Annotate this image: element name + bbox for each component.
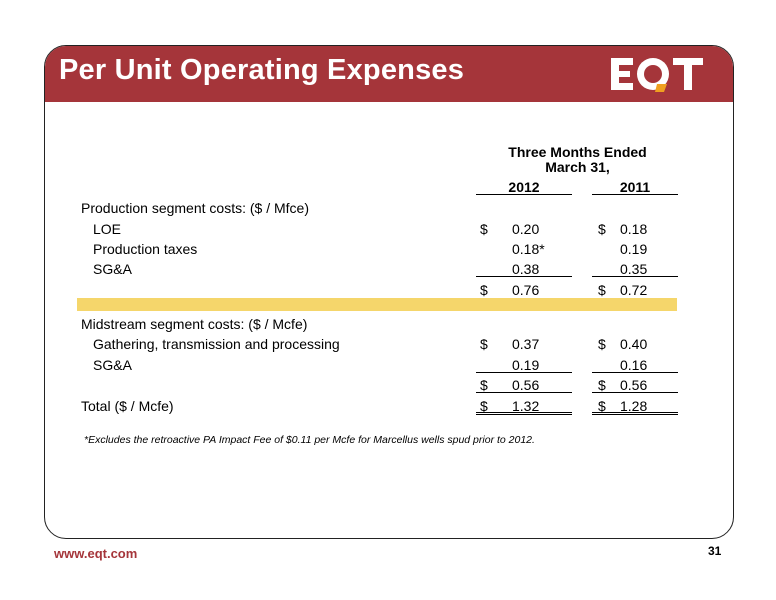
total-rule-2012: [476, 392, 572, 393]
dollar-sign: $: [480, 282, 488, 298]
dollar-sign: $: [480, 221, 488, 237]
sga-production-2012: 0.38: [512, 261, 540, 277]
title-banner: Per Unit Operating Expenses: [45, 46, 733, 102]
loe-label: LOE: [93, 221, 122, 237]
col-header-2012: 2012: [508, 179, 540, 195]
production-total-2011: 0.72: [620, 282, 648, 298]
grand-total-2012: 1.32: [512, 398, 540, 414]
total-rule-2011: [592, 392, 678, 393]
production-taxes-label: Production taxes: [93, 241, 198, 257]
double-rule-2012: [476, 412, 572, 415]
grand-total-2011: 1.28: [620, 398, 648, 414]
production-segment-label: Production segment costs: ($ / Mfce): [81, 200, 309, 216]
subtotal-rule-2012: [476, 276, 572, 277]
page-number: 31: [708, 544, 722, 558]
sga-production-label: SG&A: [93, 261, 132, 277]
dollar-sign: $: [480, 398, 488, 414]
dollar-sign: $: [598, 336, 606, 352]
production-taxes-2012: 0.18*: [512, 241, 545, 257]
sga-midstream-label: SG&A: [93, 357, 132, 373]
dollar-sign: $: [480, 377, 488, 393]
dollar-sign: $: [598, 282, 606, 298]
total-label: Total ($ / Mcfe): [81, 398, 174, 414]
midstream-segment-label: Midstream segment costs: ($ / Mcfe): [81, 316, 308, 332]
midstream-total-2011: 0.56: [620, 377, 648, 393]
dollar-sign: $: [598, 377, 606, 393]
gathering-2012: 0.37: [512, 336, 540, 352]
subtotal-rule-2012: [476, 372, 572, 373]
subtotal-rule-2011: [592, 276, 678, 277]
slide-frame: Per Unit Operating Expenses: [44, 45, 734, 539]
gathering-label: Gathering, transmission and processing: [93, 336, 340, 352]
dollar-sign: $: [598, 221, 606, 237]
double-rule-2011: [592, 412, 678, 415]
dollar-sign: $: [480, 336, 488, 352]
sga-midstream-2012: 0.19: [512, 357, 540, 373]
footer-website-link[interactable]: www.eqt.com: [54, 546, 138, 561]
midstream-total-2012: 0.56: [512, 377, 540, 393]
loe-2012: 0.20: [512, 221, 540, 237]
subtotal-rule-2011: [592, 372, 678, 373]
header-march-31: March 31,: [545, 159, 610, 175]
sga-production-2011: 0.35: [620, 261, 648, 277]
header-underline-2012: [476, 194, 572, 195]
col-header-2011: 2011: [619, 179, 651, 195]
production-total-2012: 0.76: [512, 282, 540, 298]
footnote: *Excludes the retroactive PA Impact Fee …: [84, 434, 535, 446]
page-title: Per Unit Operating Expenses: [59, 54, 465, 86]
header-three-months: Three Months Ended: [508, 144, 647, 160]
sga-midstream-2011: 0.16: [620, 357, 648, 373]
header-underline-2011: [592, 194, 678, 195]
loe-2011: 0.18: [620, 221, 648, 237]
eqt-logo: [611, 58, 703, 92]
dollar-sign: $: [598, 398, 606, 414]
highlight-bar: [77, 298, 677, 311]
production-taxes-2011: 0.19: [620, 241, 648, 257]
gathering-2011: 0.40: [620, 336, 648, 352]
